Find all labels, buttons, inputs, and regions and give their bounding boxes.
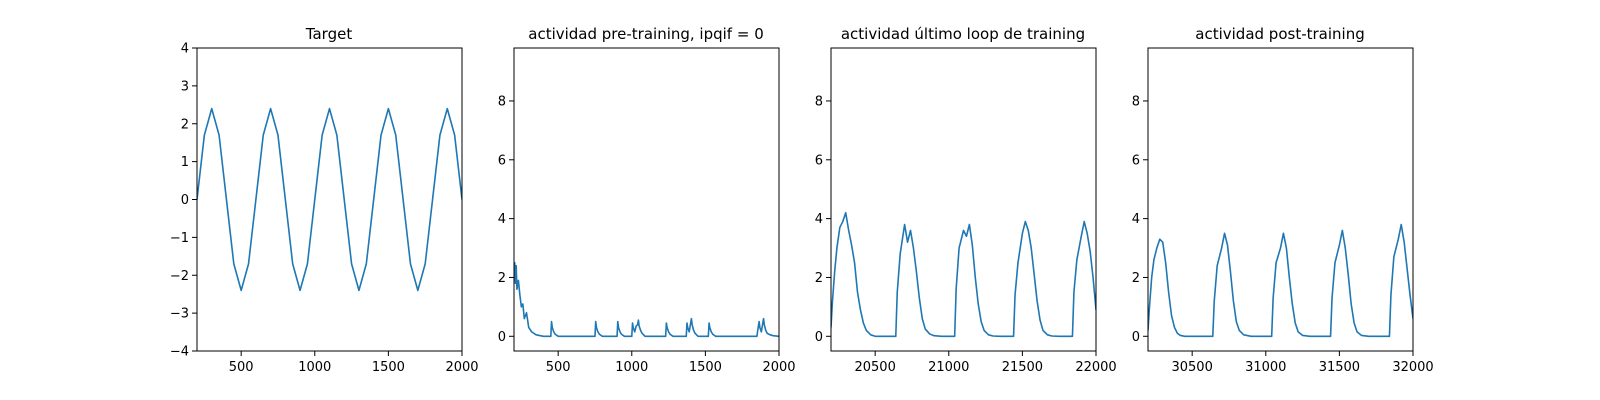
y-tick-label: 4 <box>181 42 189 57</box>
series-line <box>1148 223 1413 338</box>
x-tick-label: 1000 <box>298 360 331 375</box>
series-line <box>831 211 1096 338</box>
subplot-title: Target <box>305 25 353 43</box>
y-tick-label: 4 <box>498 212 506 227</box>
subplot-title: actividad pre-training, ipqif = 0 <box>528 25 764 43</box>
y-tick-label: 2 <box>498 271 506 286</box>
y-tick-label: 6 <box>498 153 506 168</box>
y-tick-label: 0 <box>1132 330 1140 345</box>
x-tick-label: 1500 <box>372 360 405 375</box>
x-tick-label: 2000 <box>445 360 478 375</box>
subplot-title: actividad post-training <box>1195 25 1364 43</box>
subplot-last-training-loop: actividad último loop de training 20500 2… <box>815 25 1117 375</box>
y-tick-label: 1 <box>181 155 189 170</box>
axes-frame <box>513 47 780 352</box>
x-tick-label: 30500 <box>1171 360 1212 375</box>
y-tick-label: 2 <box>181 117 189 132</box>
x-tick-label: 20500 <box>854 360 895 375</box>
subplot-pre-training: actividad pre-training, ipqif = 0 500 100… <box>498 25 796 375</box>
x-tick-label: 32000 <box>1392 360 1433 375</box>
y-tick-label: 0 <box>815 330 823 345</box>
x-tick-label: 22000 <box>1075 360 1116 375</box>
y-tick-label: 2 <box>815 271 823 286</box>
y-tick-label: 8 <box>815 94 823 109</box>
y-tick-label: 2 <box>1132 271 1140 286</box>
y-tick-label: 4 <box>815 212 823 227</box>
y-tick-label: −4 <box>170 345 189 360</box>
axes-frame <box>1147 47 1414 352</box>
x-tick-label: 21000 <box>928 360 969 375</box>
x-tick-label: 1500 <box>689 360 722 375</box>
y-tick-label: 6 <box>1132 153 1140 168</box>
x-tick-label: 1000 <box>615 360 648 375</box>
y-tick-label: 4 <box>1132 212 1140 227</box>
y-tick-label: 3 <box>181 79 189 94</box>
x-tick-label: 500 <box>546 360 571 375</box>
y-tick-label: 8 <box>1132 94 1140 109</box>
x-tick-label: 500 <box>229 360 254 375</box>
x-tick-label: 21500 <box>1002 360 1043 375</box>
y-tick-label: −3 <box>170 307 189 322</box>
subplot-post-training: actividad post-training 30500 31000 31500 3… <box>1132 25 1434 375</box>
y-tick-label: 0 <box>498 330 506 345</box>
axes-frame <box>830 47 1097 352</box>
series-line <box>514 261 779 338</box>
x-tick-label: 31000 <box>1245 360 1286 375</box>
y-tick-label: 6 <box>815 153 823 168</box>
subplot-title: actividad último loop de training <box>841 25 1085 43</box>
y-tick-label: 0 <box>181 193 189 208</box>
y-tick-label: −1 <box>170 231 189 246</box>
x-tick-label: 2000 <box>762 360 795 375</box>
y-tick-label: −2 <box>170 269 189 284</box>
series-line <box>197 107 462 292</box>
x-tick-label: 31500 <box>1319 360 1360 375</box>
y-tick-label: 8 <box>498 94 506 109</box>
subplot-target: Target 500 1000 1500 2000 −4 −3 −2 −1 0 1 2 3 4 <box>170 25 479 375</box>
